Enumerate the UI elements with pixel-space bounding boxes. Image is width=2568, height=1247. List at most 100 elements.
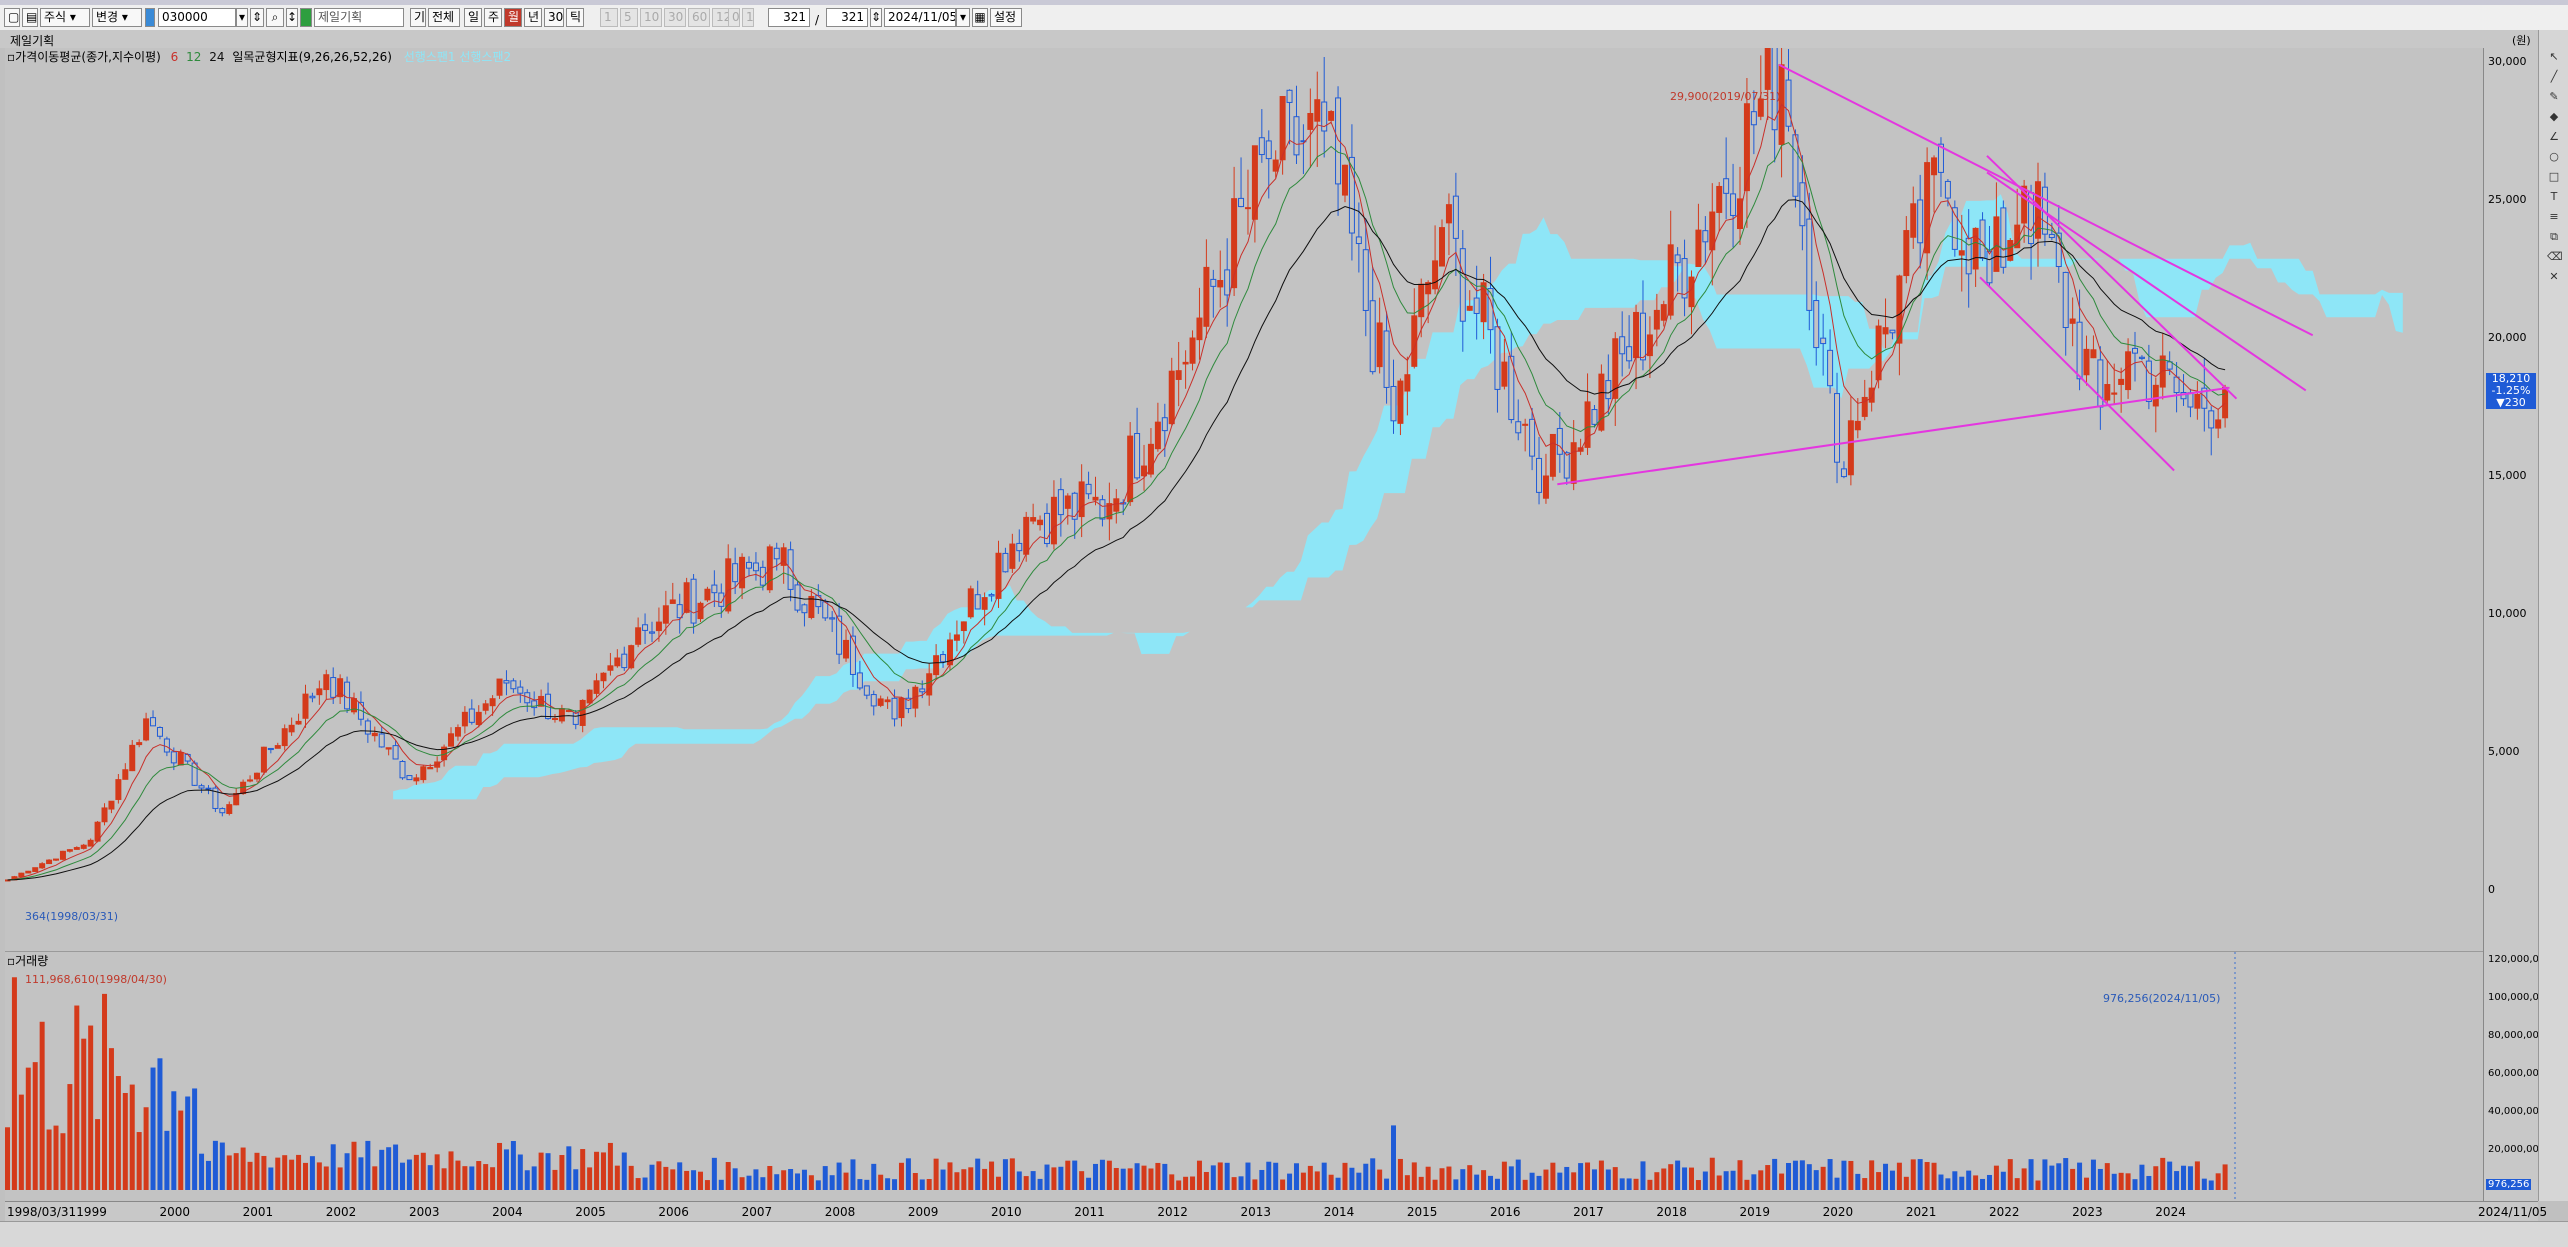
period-year-button[interactable]: 년	[524, 8, 542, 27]
volume-title: ▫거래량	[7, 952, 48, 969]
flag-icon[interactable]	[300, 8, 312, 27]
volume-bar	[5, 1127, 10, 1190]
price-chart-pane[interactable]: ▫가격이동평균(종가,지수이평) 6 12 24 일목균형지표(9,26,26,…	[5, 48, 2483, 951]
volume-bar	[2174, 1171, 2180, 1190]
search-icon[interactable]: ⌕	[266, 8, 284, 27]
minute-10-button[interactable]: 10	[640, 8, 662, 27]
volume-chart-pane[interactable]: ▫거래량 111,968,610(1998/04/30) 976,256(202…	[5, 951, 2483, 1202]
delete-tool-icon[interactable]: ✕	[2549, 270, 2559, 283]
fibonacci-tool-icon[interactable]: ≡	[2549, 210, 2559, 223]
volume-bar	[88, 1025, 94, 1190]
candle-body	[371, 732, 378, 737]
count-b-input[interactable]: 321	[826, 8, 868, 27]
period-week-button[interactable]: 주	[484, 8, 502, 27]
candle-body	[1757, 98, 1764, 117]
volume-bar	[1058, 1166, 1064, 1190]
candle-body	[1064, 495, 1071, 509]
candle-body	[1702, 230, 1709, 243]
candle-body	[378, 733, 385, 748]
period-day-button[interactable]: 일	[464, 8, 482, 27]
volume-bar	[1792, 1160, 1798, 1190]
volume-bar	[2111, 1173, 2117, 1190]
settings-button[interactable]: 설정	[990, 8, 1022, 27]
spin-icon[interactable]: ⇕	[250, 8, 264, 27]
volume-bar	[1432, 1179, 1438, 1190]
volume-bar	[954, 1172, 960, 1190]
volume-bar	[2000, 1171, 2006, 1190]
volume-bar	[1065, 1160, 1071, 1190]
volume-bar	[1709, 1157, 1715, 1190]
cursor-icon[interactable]: ↖	[2549, 50, 2559, 63]
link-icon[interactable]: ↕	[286, 8, 298, 27]
btn-0[interactable]: 0	[728, 8, 740, 27]
candle-body	[87, 839, 94, 847]
eraser-tool-icon[interactable]: ⌫	[2547, 250, 2563, 263]
period-30s-button[interactable]: 30s	[544, 8, 564, 27]
x-year-label: 2002	[325, 1205, 357, 1219]
stock-code-input[interactable]: 030000	[158, 8, 236, 27]
volume-bar	[2028, 1159, 2034, 1190]
current-abs: ▼230	[2496, 396, 2526, 410]
period-tick-button[interactable]: 틱	[566, 8, 584, 27]
paint-tool-icon[interactable]: ◆	[2549, 110, 2559, 123]
angle-tool-icon[interactable]: ∠	[2549, 130, 2559, 143]
copy-tool-icon[interactable]: ⧉	[2550, 230, 2558, 243]
date-dropdown-icon[interactable]: ▾	[956, 8, 970, 27]
text-tool-icon[interactable]: T	[2550, 190, 2558, 203]
ma6-line	[7, 103, 2226, 881]
select-tool-icon[interactable]: ▢	[4, 8, 20, 27]
market-select[interactable]: 주식 ▾	[40, 8, 90, 27]
volume-bar	[413, 1154, 419, 1190]
candle-body	[981, 597, 988, 610]
stock-name-field[interactable]: 제일기획	[314, 8, 404, 27]
candle-body	[725, 558, 732, 612]
market-label: 주식	[44, 10, 67, 24]
volume-bar	[656, 1161, 662, 1190]
candle-body	[1404, 374, 1411, 392]
gi-button[interactable]: 기	[410, 8, 426, 27]
btn-1[interactable]: 1	[742, 8, 754, 27]
pen-tool-icon[interactable]: ✎	[2549, 90, 2559, 103]
change-select[interactable]: 변경 ▾	[92, 8, 142, 27]
minute-60-button[interactable]: 60	[688, 8, 710, 27]
candle-body	[1605, 380, 1612, 400]
candle-body	[1716, 185, 1723, 213]
all-button[interactable]: 전체	[428, 8, 460, 27]
candle-body	[1210, 278, 1217, 287]
line-tool-icon[interactable]: ╱	[2550, 70, 2558, 83]
date-spin-icon[interactable]: ⇕	[870, 8, 882, 27]
minute-30-button[interactable]: 30	[664, 8, 686, 27]
calendar-icon[interactable]: ▦	[972, 8, 988, 27]
volume-bar	[18, 1094, 24, 1190]
volume-bar	[995, 1176, 1001, 1190]
candle-body	[80, 844, 87, 849]
layout-icon[interactable]: ▤	[22, 8, 38, 27]
date-input[interactable]: 2024/11/05	[884, 8, 956, 27]
volume-bar	[919, 1179, 925, 1190]
volume-bar	[580, 1149, 586, 1190]
count-a-input[interactable]: 321	[768, 8, 810, 27]
circle-tool-icon[interactable]: ○	[2549, 150, 2559, 163]
minute-1-button[interactable]: 1	[600, 8, 618, 27]
candle-body	[1896, 275, 1903, 344]
chart-toolbar: ▢ ▤ 주식 ▾ 변경 ▾ 030000 ▾ ⇕ ⌕ ↕ 제일기획 기 전체 일…	[0, 5, 2568, 32]
volume-bar	[982, 1168, 988, 1190]
candle-body	[517, 686, 524, 694]
volume-bar	[1772, 1158, 1778, 1190]
x-year-label: 2015	[1406, 1205, 1438, 1219]
period-month-button[interactable]: 월	[504, 8, 522, 27]
code-dropdown-icon[interactable]: ▾	[236, 8, 248, 27]
candle-body	[1127, 435, 1134, 503]
x-year-label: 2003	[408, 1205, 440, 1219]
volume-bar	[212, 1140, 218, 1190]
minute-5-button[interactable]: 5	[620, 8, 638, 27]
candle-body	[1529, 418, 1536, 457]
trendline-3	[1986, 155, 2238, 400]
volume-bar	[711, 1157, 717, 1190]
rectangle-tool-icon[interactable]: □	[2548, 170, 2560, 183]
candle-body	[1002, 552, 1009, 573]
candle-body	[73, 847, 80, 850]
candle-body	[1092, 496, 1099, 501]
candle-body	[184, 753, 191, 762]
volume-bar	[1647, 1179, 1653, 1190]
